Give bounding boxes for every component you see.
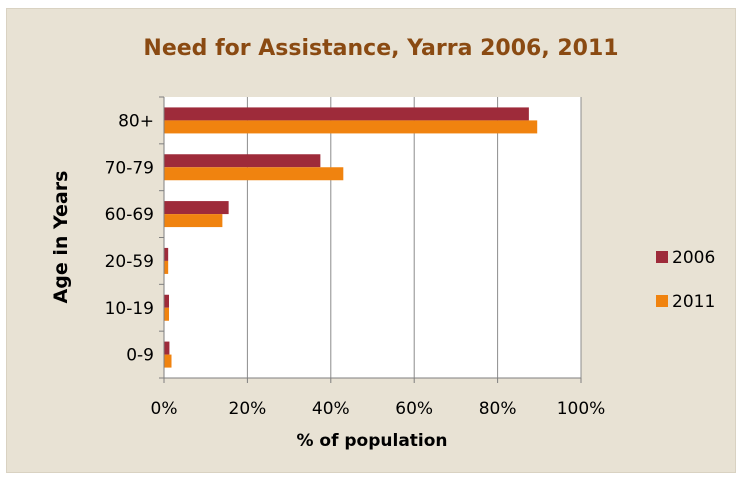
x-tick-label: 100% [557,399,606,419]
y-tick-label: 20-59 [105,252,154,272]
x-tick-label: 20% [229,399,267,419]
legend-swatch-2011 [656,295,668,307]
bar-2011-10-19 [164,307,170,321]
chart-title: Need for Assistance, Yarra 2006, 2011 [143,36,618,61]
y-tick-label: 80+ [118,111,154,131]
legend-label-2006: 2006 [672,248,715,268]
bar-2011-70-79 [164,167,344,181]
bar-2011-60-69 [164,214,223,228]
bar-2006-60-69 [164,201,229,215]
bar-2011-80+ [164,120,538,134]
y-axis-label: Age in Years [50,171,72,304]
legend-label-2011: 2011 [672,292,715,312]
bar-2006-80+ [164,107,529,121]
y-tick-label: 70-79 [105,158,154,178]
x-tick-label: 40% [312,399,350,419]
bar-2006-20-59 [164,247,169,261]
plot-area [164,97,581,378]
bar-2006-70-79 [164,154,321,168]
bar-2011-0-9 [164,354,172,368]
bar-2011-20-59 [164,260,169,274]
x-tick-label: 80% [479,399,517,419]
x-axis-label: % of population [296,431,447,451]
x-tick-label: 60% [395,399,433,419]
y-tick-label: 60-69 [105,205,154,225]
y-tick-label: 0-9 [126,346,154,366]
bar-2006-10-19 [164,294,170,308]
legend-swatch-2006 [656,251,668,263]
bar-2006-0-9 [164,341,170,355]
x-tick-label: 0% [151,399,178,419]
y-tick-label: 10-19 [105,299,154,319]
